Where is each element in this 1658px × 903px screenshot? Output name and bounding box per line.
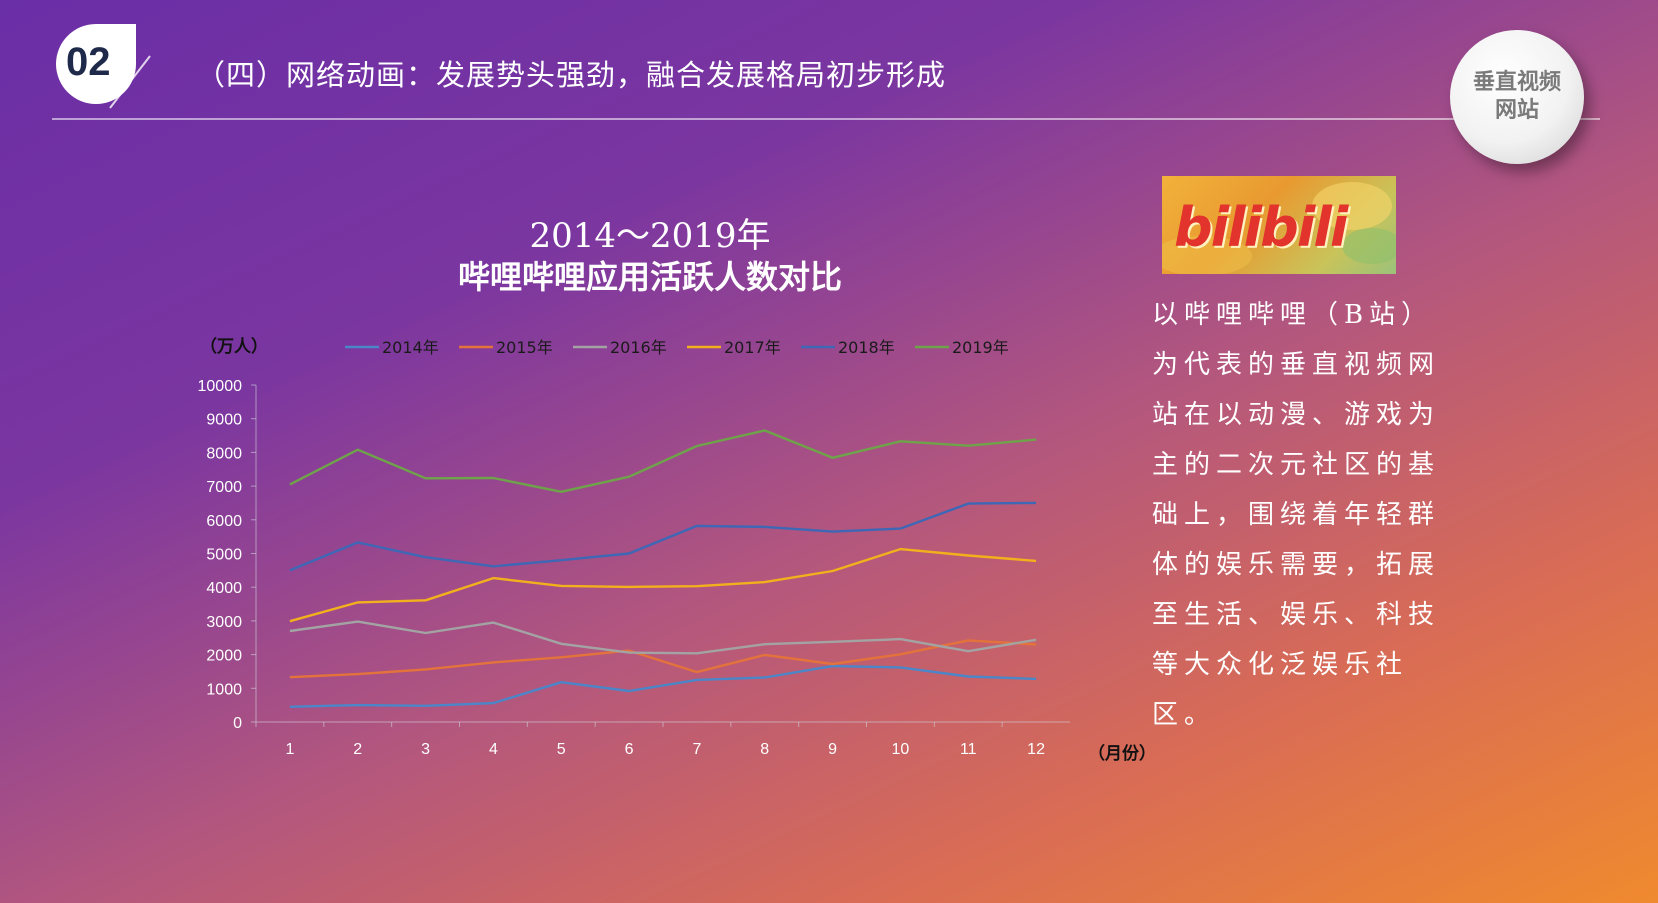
y-tick-label: 8000 [206, 445, 242, 462]
series-line-2017年 [289, 547, 1037, 623]
chart-title-line1: 2014～2019年 [529, 216, 771, 256]
chart-title: 2014～2019年 哔哩哔哩应用活跃人数对比 [410, 216, 890, 298]
legend-label: 2014年 [382, 338, 439, 357]
description-text: 以哔哩哔哩（B站）为代表的垂直视频网站在以动漫、游戏为主的二次元社区的基础上，围… [1152, 300, 1441, 730]
series-line-2014年 [289, 664, 1037, 708]
x-axis-label: （月份） [1088, 743, 1156, 764]
y-tick-label: 9000 [206, 412, 242, 429]
x-tick-label: 7 [692, 741, 701, 758]
y-axis-label: （万人） [200, 336, 268, 357]
series-line-2019年 [289, 429, 1037, 493]
legend-label: 2015年 [496, 338, 553, 357]
legend-label: 2018年 [838, 338, 895, 357]
y-tick-label: 7000 [206, 479, 242, 496]
x-tick-label: 1 [285, 741, 294, 758]
y-tick-label: 10000 [198, 378, 243, 395]
x-tick-label: 5 [557, 741, 566, 758]
topic-tag: 垂直视频网站 [1450, 30, 1584, 164]
x-tick-label: 6 [625, 741, 634, 758]
series-line-2018年 [289, 501, 1037, 572]
x-tick-label: 10 [892, 741, 910, 758]
section-badge [54, 22, 138, 106]
bilibili-logo: bilibili秋 [1162, 176, 1396, 274]
series-line-2015年 [289, 639, 1037, 679]
y-tick-label: 5000 [206, 547, 242, 564]
y-tick-label: 2000 [206, 648, 242, 665]
x-tick-label: 3 [421, 741, 430, 758]
legend-label: 2017年 [724, 338, 781, 357]
header-divider [52, 118, 1600, 120]
slide-title: （四）网络动画：发展势头强劲，融合发展格局初步形成 [196, 58, 947, 92]
chart-title-line2: 哔哩哔哩应用活跃人数对比 [457, 258, 842, 296]
legend-label: 2016年 [610, 338, 667, 357]
x-tick-label: 11 [960, 741, 977, 758]
y-tick-label: 4000 [206, 580, 242, 597]
series-line-2016年 [289, 620, 1037, 655]
x-tick-label: 2 [353, 741, 362, 758]
section-number: 02 [66, 40, 111, 84]
y-tick-label: 1000 [206, 681, 242, 698]
logo-leaves [1162, 182, 1396, 274]
y-tick-label: 0 [233, 715, 242, 732]
badge-shape [56, 24, 136, 104]
slash-decoration [109, 55, 151, 109]
y-tick-label: 6000 [206, 513, 242, 530]
x-tick-label: 9 [828, 741, 837, 758]
legend-label: 2019年 [952, 338, 1009, 357]
x-tick-label: 8 [760, 741, 769, 758]
topic-tag-label: 垂直视频网站 [1472, 70, 1561, 123]
y-tick-label: 3000 [206, 614, 242, 631]
x-tick-label: 4 [489, 741, 498, 758]
logo-wordmark: bilibili秋 [1174, 196, 1348, 274]
x-tick-label: 12 [1027, 741, 1045, 758]
